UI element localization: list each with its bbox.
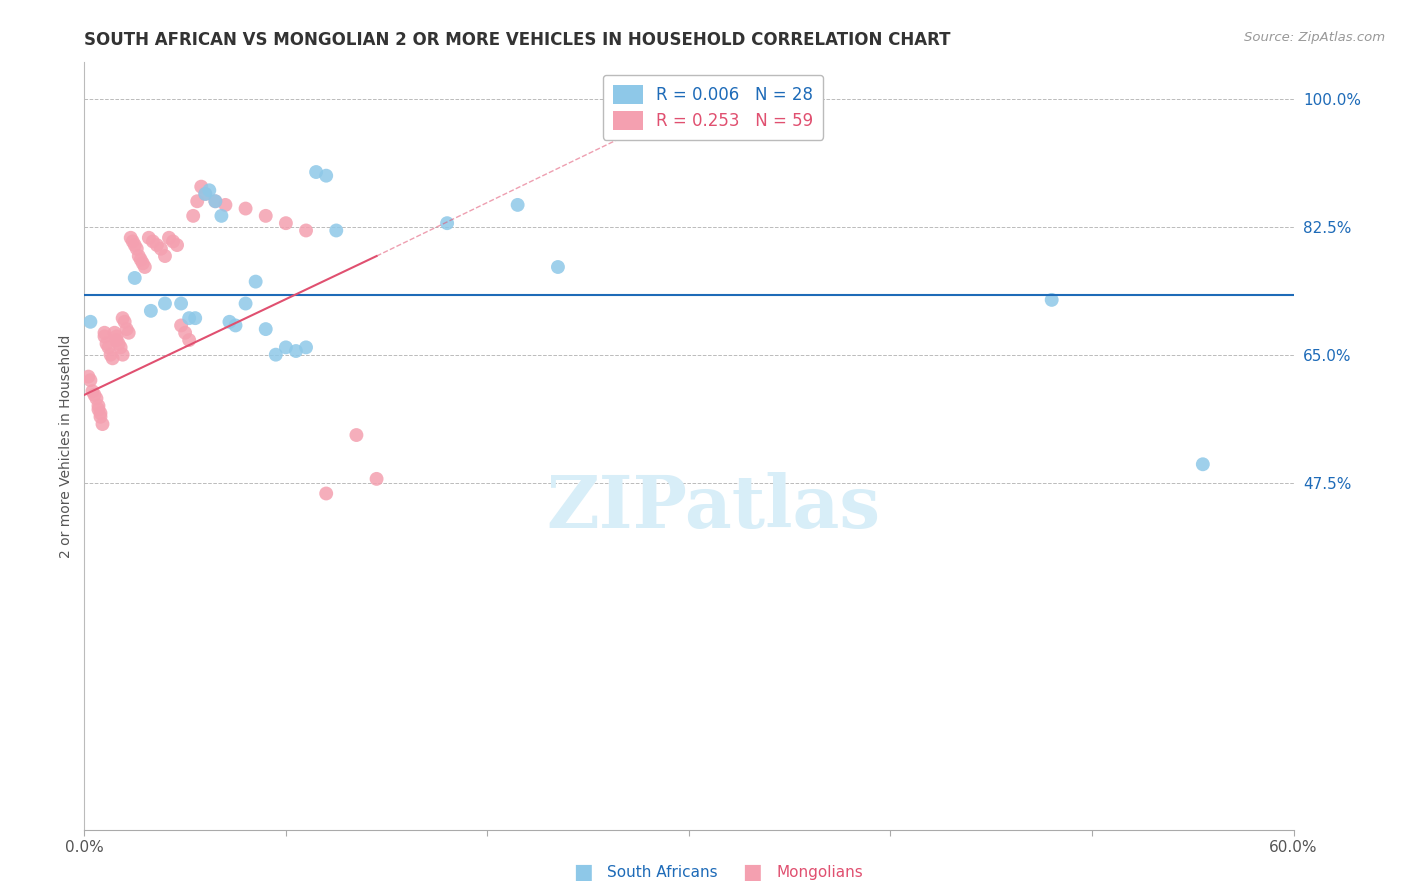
Text: Source: ZipAtlas.com: Source: ZipAtlas.com: [1244, 31, 1385, 45]
Point: [194, 186, 217, 201]
Point: [174, 326, 197, 340]
Point: [86, 392, 108, 406]
Point: [209, 209, 232, 223]
Point: [115, 322, 138, 336]
Point: [181, 209, 204, 223]
Point: [79, 315, 101, 329]
Point: [89, 406, 111, 420]
Point: [87, 402, 110, 417]
Point: [198, 183, 221, 197]
Point: [325, 223, 347, 237]
Point: [186, 194, 208, 209]
Point: [129, 252, 152, 267]
Point: [96, 336, 118, 351]
Point: [235, 296, 257, 310]
Point: [89, 409, 111, 424]
Point: [105, 333, 128, 347]
Point: [124, 238, 146, 252]
Point: [436, 216, 458, 230]
Point: [305, 165, 328, 179]
Point: [315, 486, 337, 500]
Point: [190, 179, 212, 194]
Point: [170, 318, 193, 333]
Point: [121, 235, 143, 249]
Legend: R = 0.006   N = 28, R = 0.253   N = 59: R = 0.006 N = 28, R = 0.253 N = 59: [603, 75, 824, 140]
Point: [77, 369, 100, 384]
Point: [132, 256, 155, 270]
Point: [194, 186, 217, 201]
Point: [346, 428, 368, 442]
Point: [170, 296, 193, 310]
Point: [166, 238, 188, 252]
Text: ■: ■: [574, 863, 593, 882]
Point: [218, 315, 240, 329]
Point: [93, 326, 115, 340]
Point: [118, 326, 141, 340]
Text: ZIPatlas: ZIPatlas: [546, 472, 880, 543]
Point: [214, 198, 236, 212]
Point: [254, 322, 277, 336]
Text: South Africans: South Africans: [607, 865, 718, 880]
Point: [506, 198, 529, 212]
Point: [82, 384, 104, 399]
Point: [138, 231, 160, 245]
Point: [79, 373, 101, 387]
Point: [162, 235, 184, 249]
Point: [125, 242, 148, 256]
Point: [204, 194, 226, 209]
Point: [245, 275, 267, 289]
Point: [104, 326, 127, 340]
Point: [235, 202, 257, 216]
Point: [1040, 293, 1063, 307]
Point: [146, 238, 169, 252]
Point: [93, 329, 115, 343]
Point: [101, 351, 124, 366]
Point: [274, 216, 297, 230]
Point: [184, 311, 207, 326]
Point: [204, 194, 226, 209]
Point: [254, 209, 277, 223]
Point: [366, 472, 388, 486]
Text: SOUTH AFRICAN VS MONGOLIAN 2 OR MORE VEHICLES IN HOUSEHOLD CORRELATION CHART: SOUTH AFRICAN VS MONGOLIAN 2 OR MORE VEH…: [84, 31, 950, 49]
Point: [91, 417, 114, 431]
Text: ■: ■: [742, 863, 762, 882]
Text: Mongolians: Mongolians: [776, 865, 863, 880]
Point: [139, 303, 162, 318]
Point: [142, 235, 165, 249]
Point: [87, 399, 110, 413]
Point: [153, 296, 176, 310]
Point: [295, 223, 318, 237]
Point: [114, 315, 136, 329]
Point: [134, 260, 156, 274]
Point: [1192, 457, 1215, 471]
Point: [285, 344, 308, 359]
Point: [179, 311, 201, 326]
Point: [738, 118, 761, 132]
Point: [547, 260, 569, 274]
Point: [274, 340, 297, 354]
Point: [225, 318, 247, 333]
Point: [111, 311, 134, 326]
Point: [295, 340, 318, 354]
Point: [264, 348, 287, 362]
Point: [111, 348, 134, 362]
Point: [315, 169, 337, 183]
Point: [100, 348, 122, 362]
Point: [149, 242, 172, 256]
Point: [83, 388, 105, 402]
Point: [110, 340, 132, 354]
Point: [120, 231, 142, 245]
Point: [153, 249, 176, 263]
Point: [97, 340, 120, 354]
Point: [124, 271, 146, 285]
Point: [107, 336, 129, 351]
Y-axis label: 2 or more Vehicles in Household: 2 or more Vehicles in Household: [59, 334, 73, 558]
Point: [179, 333, 201, 347]
Point: [157, 231, 180, 245]
Point: [105, 329, 128, 343]
Point: [128, 249, 150, 263]
